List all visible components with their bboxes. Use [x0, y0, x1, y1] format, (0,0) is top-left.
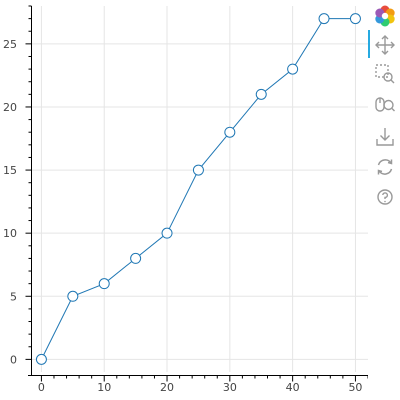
x-tick-label: 0 [38, 381, 45, 394]
data-point [287, 63, 299, 75]
wheel-zoom-icon [375, 97, 395, 112]
data-point [224, 126, 236, 138]
data-point [67, 290, 79, 302]
toolbar [368, 0, 400, 400]
y-tick-label: 10 [3, 227, 17, 240]
reset-tool-button[interactable] [372, 154, 398, 180]
series-line [40, 18, 356, 360]
wheel-zoom-tool-button[interactable] [372, 92, 398, 118]
save-tool-button[interactable] [372, 124, 398, 150]
data-point [161, 227, 173, 239]
x-tick-label: 30 [223, 381, 237, 394]
y-tick-label: 15 [3, 164, 17, 177]
pan-icon [375, 35, 395, 55]
y-tick-label: 0 [10, 353, 17, 366]
axes: 0 10 20 30 40 50 0 5 10 15 20 25 [3, 5, 368, 394]
x-tick-label: 10 [97, 381, 111, 394]
x-tick-label: 50 [348, 381, 362, 394]
data-point [349, 13, 361, 25]
help-icon [377, 189, 393, 205]
data-point [318, 13, 330, 25]
y-tick-label: 25 [3, 38, 17, 51]
save-icon [376, 128, 394, 146]
box-zoom-icon [375, 64, 395, 84]
bokeh-logo-icon [375, 5, 395, 27]
help-tool-button[interactable] [372, 184, 398, 210]
line-chart[interactable]: 0 10 20 30 40 50 0 5 10 15 20 25 [0, 0, 368, 400]
x-tick-label: 20 [160, 381, 174, 394]
active-tool-indicator [368, 30, 370, 58]
y-tick-label: 20 [3, 101, 17, 114]
data-point [35, 353, 47, 365]
reset-icon [377, 159, 393, 175]
grid [32, 6, 368, 372]
pan-tool-button[interactable] [372, 32, 398, 58]
bokeh-logo[interactable] [372, 3, 398, 29]
series [35, 13, 361, 365]
data-point [255, 88, 267, 100]
data-point [130, 252, 142, 264]
y-tick-label: 5 [10, 290, 17, 303]
x-tick-label: 40 [286, 381, 300, 394]
data-point [98, 278, 110, 290]
data-point [192, 164, 204, 176]
box-zoom-tool-button[interactable] [372, 61, 398, 87]
